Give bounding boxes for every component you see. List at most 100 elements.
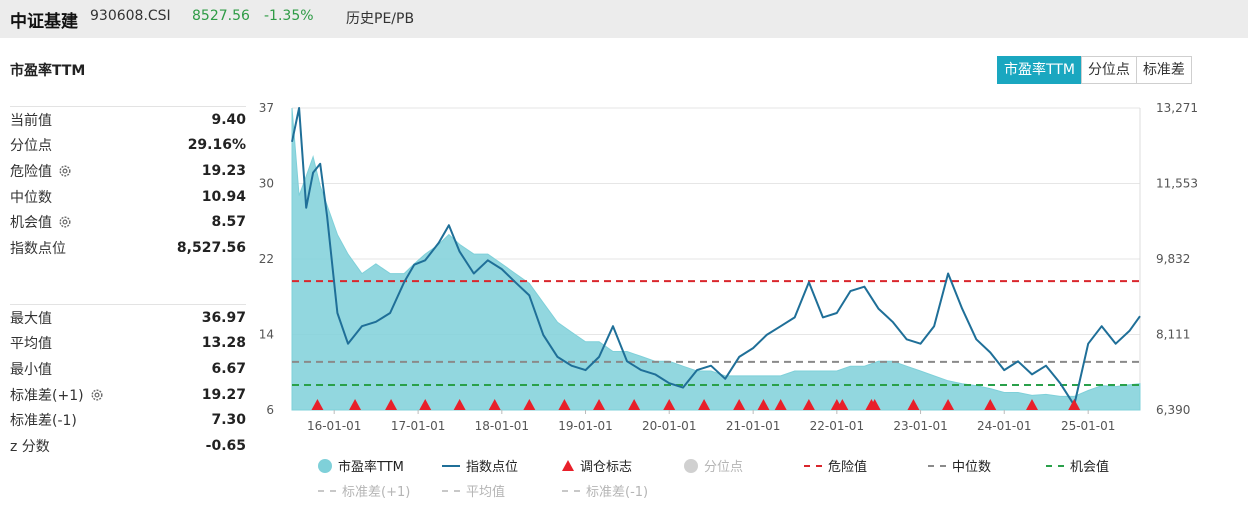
- stat-value: 9.40: [211, 111, 246, 128]
- x-tick-label: 20-01-01: [642, 419, 696, 433]
- legend-rebalance[interactable]: 调仓标志: [562, 456, 632, 475]
- gear-icon[interactable]: [58, 215, 72, 229]
- legend-label: 分位点: [704, 460, 744, 475]
- legend-std-minus[interactable]: 标准差(-1): [562, 481, 648, 500]
- legend-mean[interactable]: 平均值: [442, 481, 505, 500]
- rebalance-marker: [907, 399, 920, 410]
- legend-opportunity[interactable]: 机会值: [1046, 456, 1109, 475]
- legend-swatch: [318, 489, 336, 492]
- index-points-line: [291, 107, 1141, 407]
- stat-label: 机会值: [10, 215, 52, 232]
- rebalance-marker: [733, 399, 746, 410]
- gear-icon[interactable]: [58, 164, 72, 178]
- legend-swatch: [318, 458, 332, 473]
- x-tick-label: 22-01-01: [810, 419, 864, 433]
- legend-swatch: [804, 464, 822, 467]
- pe-chart: 37 30 22 14 6 13,271 11,553 9,832 8,111 6,390 16-0…: [259, 101, 1198, 433]
- legend-std-plus[interactable]: 标准差(+1): [318, 481, 410, 500]
- stat-label: 最小值: [10, 361, 52, 378]
- metric-tabs: 市盈率TTM 分位点 标准差: [997, 56, 1192, 84]
- legend-swatch: [562, 489, 580, 492]
- rebalance-marker: [628, 399, 641, 410]
- stat-label: 平均值: [10, 336, 52, 353]
- index-change: -1.35%: [264, 8, 314, 24]
- y-left-tick-label: 6: [266, 403, 274, 417]
- stat-label: 标准差(-1): [10, 413, 77, 430]
- history-pe-pb-link[interactable]: 历史PE/PB: [346, 11, 415, 27]
- stat-label: 分位点: [10, 138, 52, 155]
- stat-value: 36.97: [201, 309, 246, 326]
- legend-danger[interactable]: 危险值: [804, 456, 867, 475]
- y-right-tick-label: 6,390: [1156, 403, 1190, 417]
- legend-pe-ttm[interactable]: 市盈率TTM: [318, 456, 404, 475]
- x-tick-label: 21-01-01: [726, 419, 780, 433]
- legend-label: 指数点位: [466, 460, 519, 475]
- rebalance-marker: [1025, 399, 1038, 410]
- rebalance-marker: [942, 399, 955, 410]
- triangle-icon: [562, 460, 574, 471]
- stat-percentile: 分位点 29.16%: [10, 133, 246, 159]
- index-name: 中证基建: [10, 12, 78, 32]
- stat-value: 19.27: [201, 386, 246, 403]
- legend-swatch: [442, 489, 460, 492]
- x-tick-label: 23-01-01: [893, 419, 947, 433]
- rebalance-marker: [757, 399, 770, 410]
- stat-danger: 危险值 19.23: [10, 158, 246, 184]
- y-left-tick-label: 37: [259, 101, 274, 115]
- legend-label: 标准差(-1): [586, 485, 649, 500]
- stat-mean: 平均值 13.28: [10, 331, 246, 357]
- rebalance-marker: [311, 399, 324, 410]
- tab-pe-ttm[interactable]: 市盈率TTM: [997, 56, 1082, 84]
- rebalance-marker: [385, 399, 398, 410]
- stat-std-plus: 标准差(+1) 19.27: [10, 382, 246, 408]
- stat-value: 6.67: [211, 360, 246, 377]
- rebalance-marker: [419, 399, 432, 410]
- x-tick-label: 24-01-01: [977, 419, 1031, 433]
- stat-std-minus: 标准差(-1) 7.30: [10, 407, 246, 433]
- stat-z-score: z 分数 -0.65: [10, 433, 246, 459]
- legend-index-points[interactable]: 指数点位: [442, 456, 518, 475]
- divider: [10, 304, 246, 305]
- y-right-tick-label: 8,111: [1156, 328, 1190, 342]
- rebalance-marker: [558, 399, 571, 410]
- divider: [10, 106, 246, 107]
- stat-value: 7.30: [211, 412, 246, 429]
- stat-value: 13.28: [201, 335, 246, 352]
- x-tick-label: 16-01-01: [307, 419, 361, 433]
- tab-percentile[interactable]: 分位点: [1080, 56, 1137, 84]
- index-price: 8527.56: [192, 8, 250, 24]
- stat-value: 29.16%: [187, 137, 246, 154]
- tab-std-dev[interactable]: 标准差: [1135, 56, 1192, 84]
- rebalance-marker: [593, 399, 606, 410]
- y-right-tick-label: 11,553: [1156, 177, 1198, 191]
- stat-value: 8,527.56: [176, 239, 246, 256]
- rebalance-marker: [698, 399, 711, 410]
- stat-opportunity: 机会值 8.57: [10, 209, 246, 235]
- stat-index-points: 指数点位 8,527.56: [10, 235, 246, 261]
- legend-swatch: [928, 464, 946, 467]
- header-bar: 中证基建 930608.CSI 8527.56 -1.35% 历史PE/PB: [0, 0, 1248, 38]
- rebalance-marker: [349, 399, 362, 410]
- gear-icon[interactable]: [90, 388, 104, 402]
- rebalance-marker: [453, 399, 466, 410]
- legend-median[interactable]: 中位数: [928, 456, 991, 475]
- stat-value: 8.57: [211, 214, 246, 231]
- rebalance-marker: [802, 399, 815, 410]
- stats-panel-current: 当前值 9.40 分位点 29.16% 危险值 19.23 中位数 10.94 …: [10, 106, 246, 261]
- rebalance-marker: [984, 399, 997, 410]
- stat-label: 指数点位: [10, 240, 66, 257]
- legend-swatch: [684, 458, 698, 473]
- legend-swatch: [1046, 464, 1064, 467]
- stat-value: 10.94: [201, 188, 246, 205]
- rebalance-marker: [663, 399, 676, 410]
- legend-percentile[interactable]: 分位点: [684, 456, 743, 475]
- rebalance-marker: [868, 399, 881, 410]
- legend-label: 市盈率TTM: [338, 460, 404, 475]
- legend-label: 调仓标志: [580, 460, 633, 475]
- rebalance-marker: [836, 399, 849, 410]
- stat-median: 中位数 10.94: [10, 184, 246, 210]
- x-tick-label: 25-01-01: [1061, 419, 1115, 433]
- stat-label: 标准差(+1): [10, 387, 84, 404]
- stat-current-value: 当前值 9.40: [10, 107, 246, 133]
- stats-panel-history: 最大值 36.97 平均值 13.28 最小值 6.67 标准差(+1) 19.…: [10, 304, 246, 459]
